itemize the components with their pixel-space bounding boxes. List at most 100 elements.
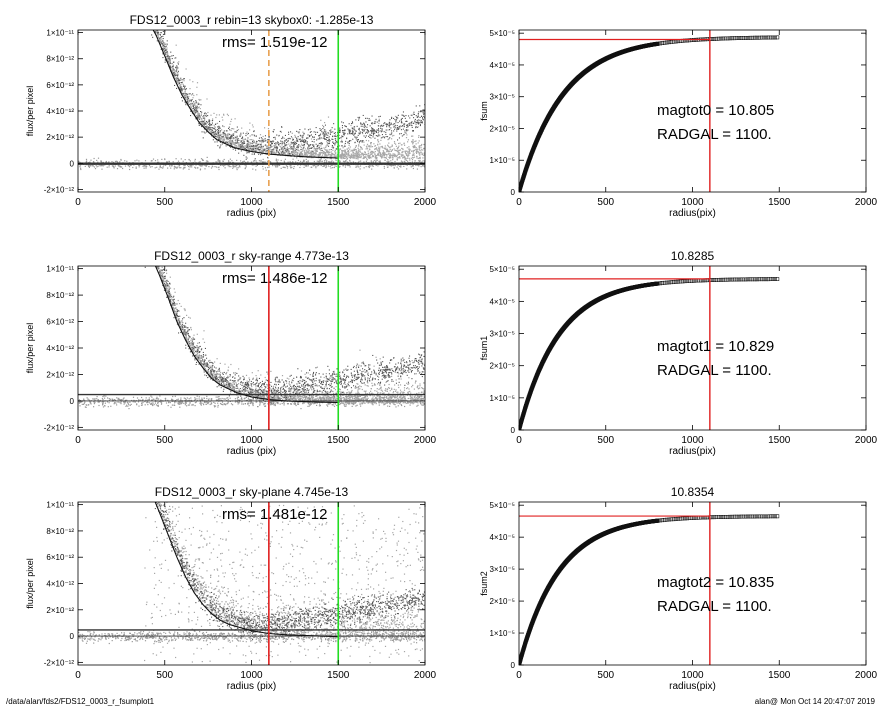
data-point [166, 49, 168, 51]
data-point [316, 160, 318, 162]
data-point [346, 138, 348, 140]
data-point [373, 129, 375, 131]
data-point [383, 165, 385, 167]
data-point [314, 152, 316, 154]
data-point [250, 142, 252, 144]
data-point [356, 153, 358, 155]
data-point [237, 129, 240, 131]
data-point [327, 134, 329, 136]
data-point [234, 139, 236, 141]
data-point [257, 147, 259, 149]
data-point [313, 152, 315, 154]
data-point [262, 141, 264, 143]
data-point [397, 122, 399, 124]
data-point [219, 131, 221, 133]
data-point [121, 166, 123, 168]
data-point [219, 135, 221, 137]
data-point [317, 147, 319, 149]
data-point [200, 111, 202, 113]
data-point [318, 154, 320, 156]
data-point [154, 160, 157, 162]
data-point [375, 158, 377, 160]
data-point [378, 146, 380, 148]
data-point [333, 155, 335, 158]
data-point [148, 165, 151, 167]
data-point [195, 100, 197, 103]
data-point [300, 143, 303, 145]
data-point [154, 31, 156, 33]
data-point [176, 87, 178, 89]
data-point [326, 142, 328, 144]
data-point [389, 122, 391, 124]
data-point [177, 79, 179, 81]
data-point [207, 115, 209, 117]
data-point [193, 110, 195, 112]
data-point [353, 128, 355, 130]
data-point [313, 144, 315, 146]
data-point [340, 141, 342, 143]
data-point [163, 45, 165, 47]
data-point [360, 154, 362, 156]
data-point [397, 148, 399, 150]
data-point [340, 155, 342, 157]
data-point [353, 155, 355, 157]
data-point [351, 149, 353, 151]
data-point [358, 127, 360, 129]
data-point [190, 115, 192, 117]
data-point [178, 82, 180, 84]
data-point [120, 159, 122, 161]
data-point [418, 122, 420, 124]
data-point [200, 104, 202, 106]
data-point [357, 147, 359, 149]
data-point [325, 159, 327, 161]
data-point [397, 164, 399, 167]
data-point [357, 139, 359, 141]
data-point [764, 35, 769, 40]
data-point [100, 160, 102, 162]
data-point [323, 133, 325, 135]
data-point [391, 135, 394, 137]
data-point [150, 11, 151, 12]
data-point [287, 139, 289, 141]
data-point [394, 142, 396, 144]
data-point [156, 166, 158, 168]
data-point [147, 11, 148, 12]
data-point [365, 132, 367, 134]
data-point [386, 155, 388, 157]
data-point [184, 94, 186, 96]
data-point [287, 161, 289, 163]
data-point [409, 149, 411, 151]
data-point [282, 148, 284, 150]
data-point [389, 157, 391, 159]
data-point [164, 164, 166, 166]
data-point [229, 158, 231, 160]
data-point [152, 36, 154, 38]
data-point [389, 119, 391, 121]
data-point [269, 140, 271, 142]
data-point [406, 126, 408, 128]
data-point [406, 157, 409, 159]
data-point [256, 164, 258, 166]
data-point [340, 154, 342, 156]
data-point [173, 61, 175, 63]
data-point [320, 152, 322, 154]
data-point [236, 159, 238, 161]
data-point [264, 167, 267, 169]
data-point [327, 142, 329, 144]
data-point [240, 146, 242, 148]
data-point [229, 145, 231, 147]
data-point [300, 135, 302, 137]
data-point [414, 120, 416, 122]
data-point [201, 126, 203, 128]
data-point [242, 143, 244, 145]
data-point [358, 160, 360, 162]
data-point [343, 150, 345, 152]
data-point [375, 155, 377, 157]
data-point [712, 36, 717, 41]
data-point [375, 164, 377, 166]
data-point [416, 120, 418, 122]
data-point [260, 160, 262, 162]
data-point [95, 164, 97, 166]
data-point [230, 134, 232, 136]
data-point [290, 153, 292, 155]
